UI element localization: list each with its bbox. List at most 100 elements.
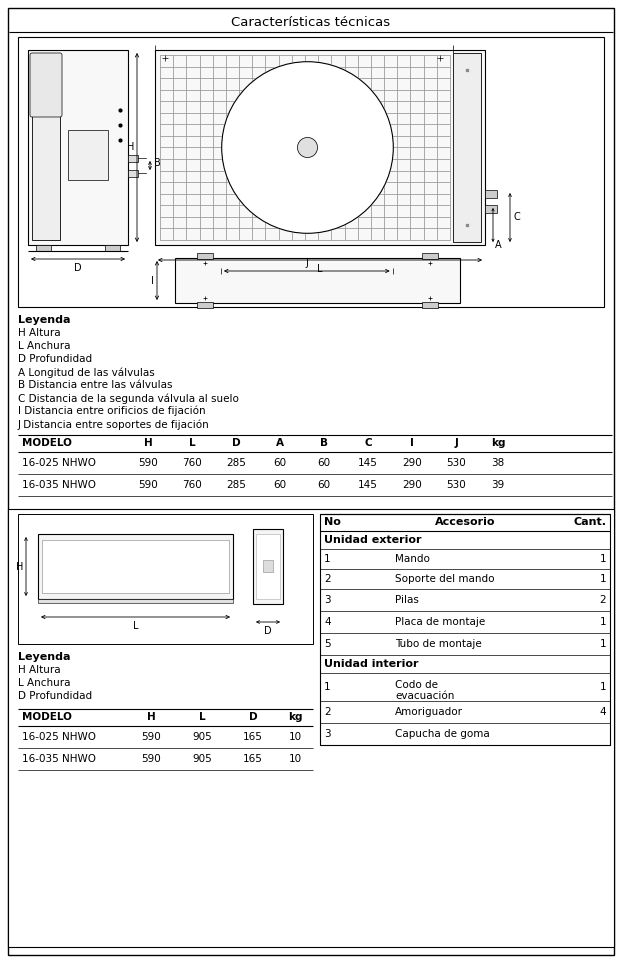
Text: 2: 2 xyxy=(324,574,331,584)
Text: 285: 285 xyxy=(226,458,246,468)
Text: I: I xyxy=(151,275,154,285)
Text: 905: 905 xyxy=(192,754,212,764)
Text: A Longitud de las válvulas: A Longitud de las válvulas xyxy=(18,367,155,377)
Bar xyxy=(105,245,120,251)
Bar xyxy=(18,514,313,644)
Text: Capucha de goma: Capucha de goma xyxy=(395,729,490,739)
Text: Leyenda: Leyenda xyxy=(18,315,70,325)
Text: B: B xyxy=(154,158,160,168)
Text: D: D xyxy=(231,438,240,448)
Text: 165: 165 xyxy=(243,732,263,742)
Text: H Altura: H Altura xyxy=(18,328,60,338)
Text: 16-025 NHWO: 16-025 NHWO xyxy=(22,732,96,742)
FancyBboxPatch shape xyxy=(30,53,62,117)
Text: L: L xyxy=(198,712,205,722)
Text: 590: 590 xyxy=(138,458,158,468)
Text: 530: 530 xyxy=(446,480,466,490)
Text: D Profundidad: D Profundidad xyxy=(18,691,92,701)
Text: 4: 4 xyxy=(600,707,606,717)
Bar xyxy=(68,130,108,180)
Text: 590: 590 xyxy=(141,732,161,742)
Text: 16-035 NHWO: 16-035 NHWO xyxy=(22,754,96,764)
Text: I Distancia entre orificios de fijación: I Distancia entre orificios de fijación xyxy=(18,406,206,417)
Text: evacuación: evacuación xyxy=(395,691,455,701)
Text: 10: 10 xyxy=(289,754,302,764)
Text: D Profundidad: D Profundidad xyxy=(18,354,92,364)
Text: A: A xyxy=(276,438,284,448)
Text: Pilas: Pilas xyxy=(395,595,419,605)
Text: 60: 60 xyxy=(274,458,287,468)
Bar xyxy=(32,55,60,240)
Text: 16-025 NHWO: 16-025 NHWO xyxy=(22,458,96,468)
Text: H: H xyxy=(127,143,134,152)
Text: 2: 2 xyxy=(600,595,606,605)
Bar xyxy=(28,50,128,245)
Bar xyxy=(8,509,614,947)
Text: Placa de montaje: Placa de montaje xyxy=(395,617,485,627)
Text: No: No xyxy=(324,517,341,527)
Bar xyxy=(485,205,497,213)
Circle shape xyxy=(221,62,393,233)
Text: C: C xyxy=(364,438,372,448)
Text: L: L xyxy=(317,264,323,274)
Text: L Anchura: L Anchura xyxy=(18,678,70,688)
Text: 1: 1 xyxy=(600,554,606,564)
Text: 760: 760 xyxy=(182,458,202,468)
Text: 2: 2 xyxy=(324,707,331,717)
Bar xyxy=(128,170,138,177)
Text: 290: 290 xyxy=(402,458,422,468)
Text: L: L xyxy=(132,621,138,631)
Text: J: J xyxy=(454,438,458,448)
Text: 3: 3 xyxy=(324,729,331,739)
Text: Codo de: Codo de xyxy=(395,680,438,690)
Bar xyxy=(197,253,213,259)
Text: 165: 165 xyxy=(243,754,263,764)
Text: Unidad interior: Unidad interior xyxy=(324,659,419,669)
Text: 4: 4 xyxy=(324,617,331,627)
Text: D: D xyxy=(74,263,82,273)
Bar xyxy=(253,529,283,604)
Text: Leyenda: Leyenda xyxy=(18,652,70,662)
Text: Unidad exterior: Unidad exterior xyxy=(324,535,422,545)
Bar xyxy=(256,534,280,599)
Text: 290: 290 xyxy=(402,480,422,490)
Text: J: J xyxy=(305,258,309,268)
Text: C: C xyxy=(514,213,521,222)
Text: 38: 38 xyxy=(491,458,504,468)
Text: 3: 3 xyxy=(324,595,331,605)
Text: 145: 145 xyxy=(358,480,378,490)
Text: 760: 760 xyxy=(182,480,202,490)
Text: A: A xyxy=(495,240,501,250)
Text: 590: 590 xyxy=(141,754,161,764)
Text: Soporte del mando: Soporte del mando xyxy=(395,574,494,584)
Text: 905: 905 xyxy=(192,732,212,742)
Bar xyxy=(36,245,51,251)
Bar xyxy=(38,534,233,599)
Bar xyxy=(18,37,604,307)
Text: 590: 590 xyxy=(138,480,158,490)
Text: B Distancia entre las válvulas: B Distancia entre las válvulas xyxy=(18,380,172,390)
Bar xyxy=(263,560,273,572)
Text: 1: 1 xyxy=(600,682,606,692)
Text: Características técnicas: Características técnicas xyxy=(231,15,391,29)
Text: 60: 60 xyxy=(317,458,330,468)
Text: D: D xyxy=(264,626,272,636)
Bar xyxy=(453,53,481,242)
Text: L Anchura: L Anchura xyxy=(18,341,70,351)
Text: 285: 285 xyxy=(226,480,246,490)
Text: H Altura: H Altura xyxy=(18,665,60,675)
Text: Accesorio: Accesorio xyxy=(435,517,495,527)
Text: B: B xyxy=(320,438,328,448)
Text: I: I xyxy=(410,438,414,448)
Text: 39: 39 xyxy=(491,480,504,490)
Text: Mando: Mando xyxy=(395,554,430,564)
Text: 530: 530 xyxy=(446,458,466,468)
Text: L: L xyxy=(188,438,195,448)
Text: MODELO: MODELO xyxy=(22,438,72,448)
Text: MODELO: MODELO xyxy=(22,712,72,722)
Text: 145: 145 xyxy=(358,458,378,468)
Text: 1: 1 xyxy=(324,554,331,564)
Text: H: H xyxy=(144,438,152,448)
Text: 16-035 NHWO: 16-035 NHWO xyxy=(22,480,96,490)
Text: Cant.: Cant. xyxy=(573,517,606,527)
